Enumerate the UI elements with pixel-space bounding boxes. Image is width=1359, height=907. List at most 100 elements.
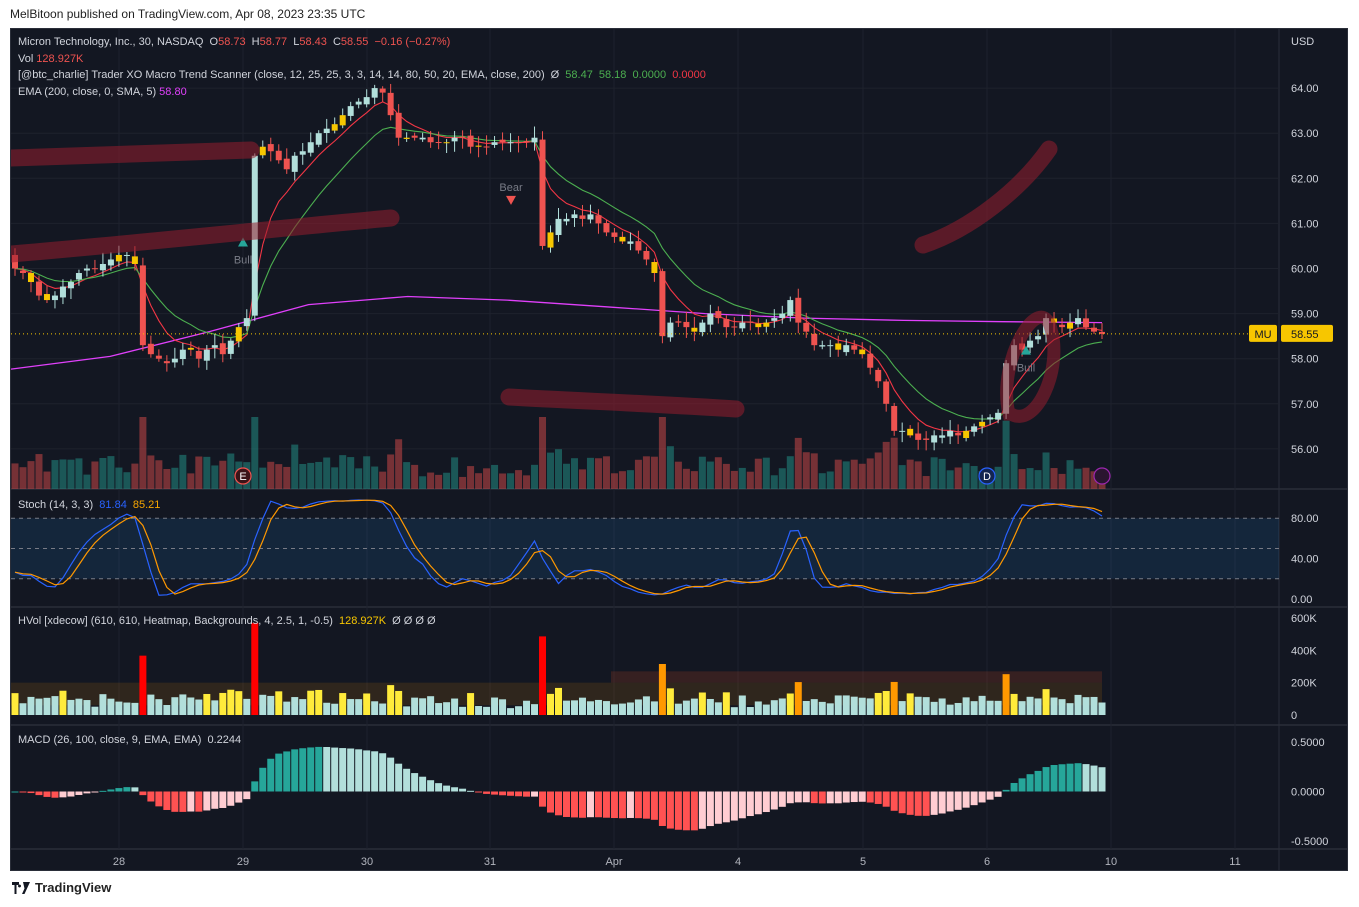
volume-bar (722, 463, 730, 489)
hvol-bar (507, 708, 515, 715)
volume-bar (586, 457, 594, 489)
candle-body (411, 135, 418, 138)
candle-body (931, 435, 938, 443)
candle-body (267, 144, 274, 152)
macd-histogram-bar (411, 773, 419, 792)
candle-body (51, 295, 58, 301)
chart-frame[interactable]: 28 29 30 31 Apr 4 5 6 10 11 56.00 57.00 58.00 59.00 60… (10, 28, 1348, 871)
volume-bar (562, 463, 570, 489)
macd-histogram-bar (874, 791, 882, 804)
hvol-bar (163, 705, 171, 715)
volume-bar (267, 461, 275, 489)
volume-bar (1034, 470, 1042, 489)
candle-body (611, 232, 618, 237)
volume-bar (730, 470, 738, 489)
candle-body (491, 142, 498, 145)
hvol-bar (203, 693, 211, 715)
volume-bar (515, 470, 523, 489)
candle-body (435, 142, 442, 144)
stoch-y-label: 80.00 (1291, 513, 1319, 525)
hvol-bar (459, 706, 467, 715)
volume-bar (922, 476, 930, 489)
volume-bar (323, 457, 331, 489)
candle-body (171, 358, 178, 363)
macd-histogram-bar (491, 791, 499, 795)
macd-histogram-bar (786, 791, 794, 804)
volume-bar (83, 474, 91, 489)
macd-histogram-bar (507, 791, 515, 796)
chart-canvas[interactable]: 28 29 30 31 Apr 4 5 6 10 11 56.00 57.00 58.00 59.00 60… (11, 29, 1347, 870)
bull-marker-label: Bull (1017, 363, 1035, 375)
macd-histogram-bar (99, 790, 107, 792)
ema-label: EMA (200, close, 0, SMA, 5) (18, 86, 157, 98)
stoch-d-value: 85.21 (132, 499, 161, 511)
macd-histogram-bar (451, 787, 459, 792)
macd-histogram-bar (610, 791, 618, 819)
hvol-bar (938, 698, 946, 715)
hvol-bar (227, 689, 235, 715)
macd-histogram-bar (746, 791, 754, 817)
tradingview-footer[interactable]: TradingView (12, 880, 111, 895)
macd-histogram-bar (179, 791, 187, 812)
legend-symbol: Micron Technology, Inc., 30, NASDAQ (18, 36, 204, 48)
candle-body (59, 286, 66, 298)
candle-body (731, 326, 738, 328)
candle-body (315, 133, 322, 145)
candle-body (859, 349, 866, 355)
y-tick-label: 59.00 (1291, 309, 1319, 321)
hvol-bar (211, 700, 219, 715)
main-legend: Micron Technology, Inc., 30, NASDAQ O58.… (18, 36, 453, 48)
hvol-bar (59, 690, 67, 715)
macd-histogram-bar (363, 750, 371, 792)
hvol-bar (842, 695, 850, 715)
macd-histogram-bar (355, 749, 363, 792)
stoch-y-label: 40.00 (1291, 554, 1319, 566)
volume-bar (491, 464, 499, 489)
hvol-bar (626, 702, 634, 715)
macd-histogram-bar (59, 791, 67, 798)
candle-body (1027, 340, 1034, 348)
macd-histogram-bar (1010, 782, 1018, 792)
volume-bar (507, 473, 515, 489)
volume-bar (363, 456, 371, 489)
candle-body (35, 281, 42, 296)
macd-histogram-bar (547, 791, 555, 813)
macd-histogram-bar (826, 791, 834, 804)
candle-body (811, 333, 818, 346)
macd-histogram-bar (379, 753, 387, 792)
hvol-bar (515, 706, 523, 715)
hvol-value: 128.927K (338, 615, 387, 627)
macd-histogram-bar (562, 791, 570, 817)
y-tick-label: 64.00 (1291, 83, 1319, 95)
volume-bar (698, 456, 706, 489)
macd-histogram-bar (818, 791, 826, 804)
footer-brand: TradingView (35, 880, 112, 895)
candle-body (323, 128, 330, 133)
candle-body (883, 381, 890, 404)
macd-histogram-bar (770, 791, 778, 810)
hvol-y-label: 400K (1291, 645, 1317, 657)
hvol-bar (131, 702, 139, 715)
macd-histogram-bar (1058, 764, 1066, 792)
macd-histogram-bar (107, 789, 115, 792)
macd-histogram-bar (706, 791, 714, 827)
macd-histogram-bar (139, 791, 147, 796)
macd-histogram-bar (994, 791, 1002, 797)
volume-bar (690, 471, 698, 489)
volume-bar (339, 455, 347, 489)
hvol-y-label: 600K (1291, 613, 1317, 625)
candle-body (131, 256, 138, 264)
bear-marker-label: Bear (499, 182, 523, 194)
hvol-bar (850, 696, 858, 715)
volume-bar (674, 461, 682, 489)
hvol-bar (259, 694, 267, 715)
hvol-bar (363, 693, 371, 715)
legend-close: 58.55 (340, 36, 369, 48)
hvol-bar (682, 700, 690, 715)
volume-bar (714, 457, 722, 489)
hvol-bar (323, 702, 331, 715)
volume-bar (211, 465, 219, 489)
candle-body (683, 321, 690, 328)
candle-body (739, 322, 746, 329)
macd-histogram-bar (523, 791, 531, 797)
